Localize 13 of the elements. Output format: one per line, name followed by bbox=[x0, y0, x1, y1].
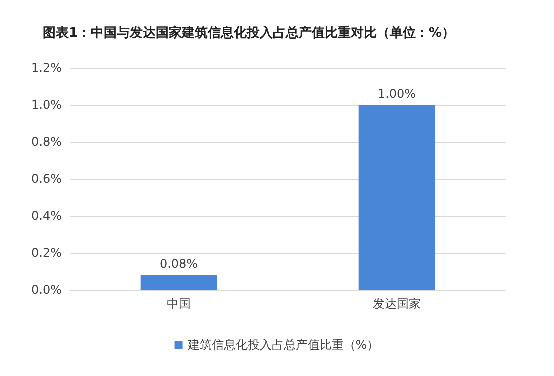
y-tick-label: 0.8% bbox=[32, 135, 62, 149]
x-tick-label: 中国 bbox=[167, 297, 191, 311]
y-tick-label: 1.2% bbox=[32, 61, 62, 75]
data-label: 0.08% bbox=[160, 257, 198, 272]
y-tick-label: 0.4% bbox=[32, 209, 62, 223]
y-tick-label: 0.0% bbox=[32, 283, 62, 297]
data-label: 1.00% bbox=[378, 87, 416, 101]
y-tick-label: 1.0% bbox=[32, 98, 62, 112]
chart-title: 图表1：中国与发达国家建筑信息化投入占总产值比重对比（单位：%） bbox=[43, 25, 456, 41]
x-tick-label: 发达国家 bbox=[373, 297, 421, 311]
y-tick-label: 0.6% bbox=[32, 172, 62, 186]
legend-label: 建筑信息化投入占总产值比重（%） bbox=[186, 338, 380, 352]
y-tick-label: 0.2% bbox=[32, 246, 62, 260]
